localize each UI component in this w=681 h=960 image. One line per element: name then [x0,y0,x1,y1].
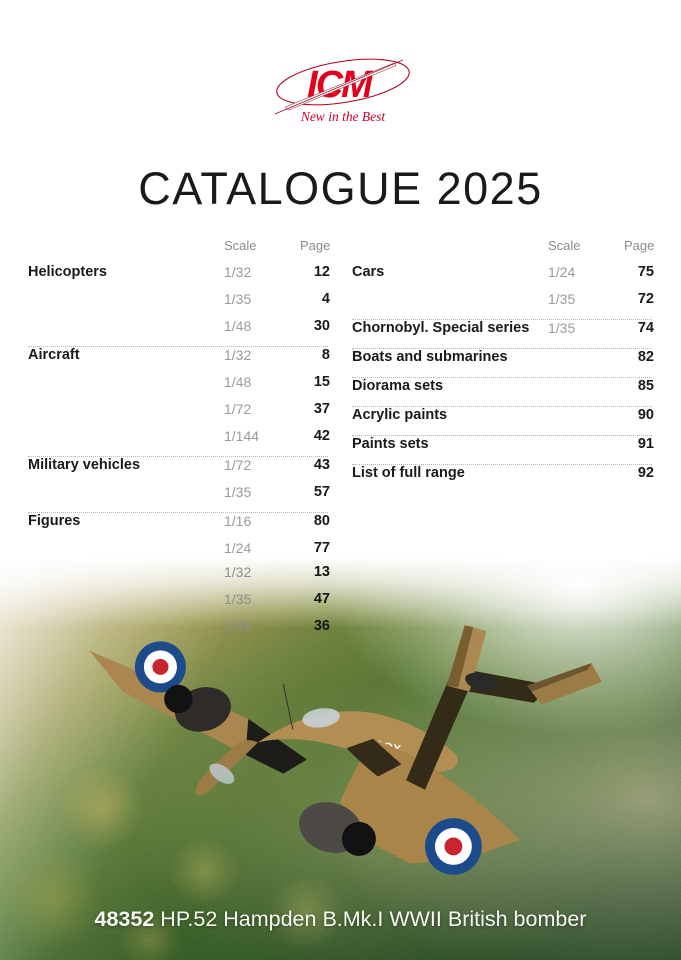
svg-text:New in the Best: New in the Best [300,109,387,124]
